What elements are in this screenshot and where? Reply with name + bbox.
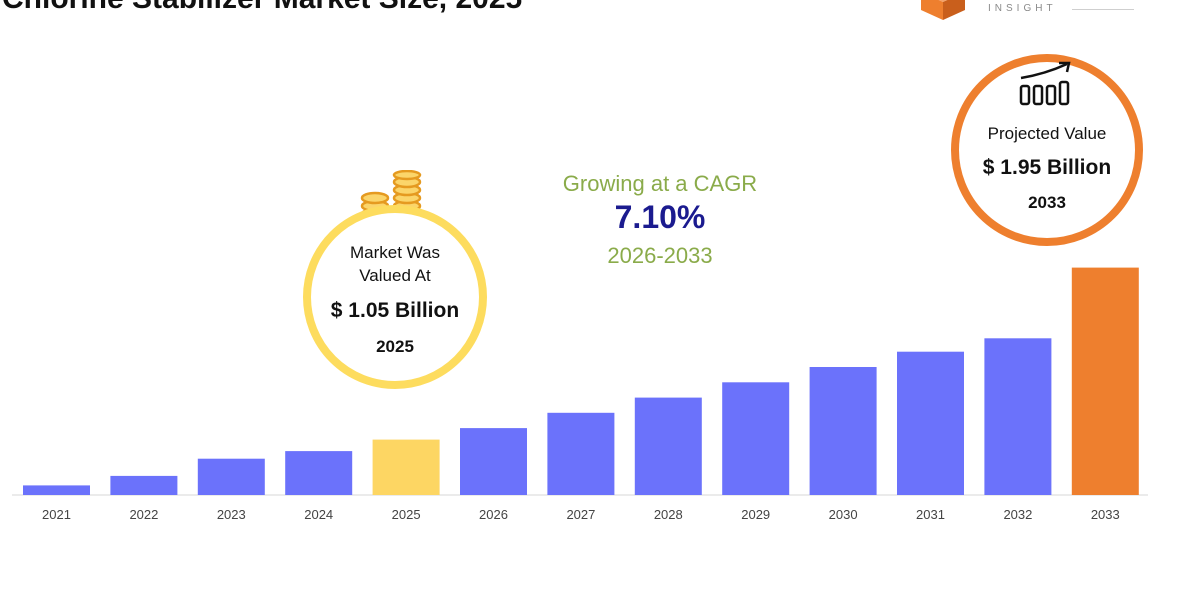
cagr-period: 2026-2033	[607, 243, 713, 268]
bar-2028	[634, 397, 702, 495]
x-tick-label-2027: 2027	[566, 507, 595, 522]
bar-2025	[372, 439, 440, 495]
bar-2022	[110, 475, 178, 495]
bar-2026	[460, 428, 527, 495]
growth-chart-icon	[1019, 61, 1071, 106]
x-tick-label-2021: 2021	[42, 507, 71, 522]
brand-name: INSIGHT	[988, 3, 1057, 14]
bar-2033	[1071, 267, 1139, 495]
bar-2021	[23, 485, 90, 495]
bar-2032	[984, 338, 1052, 495]
bar-2023	[197, 458, 265, 495]
brand-divider	[1072, 9, 1134, 10]
callout-line-2: Valued At	[359, 266, 431, 285]
bar-2031	[897, 351, 964, 495]
cagr-label: Growing at a CAGR	[562, 171, 758, 196]
x-tick-label-2029: 2029	[741, 507, 770, 522]
bar-2030	[809, 367, 877, 495]
bars-group	[23, 267, 1139, 495]
x-tick-label-2030: 2030	[829, 507, 858, 522]
cagr-rate: 7.10%	[614, 199, 706, 235]
x-tick-label-2032: 2032	[1003, 507, 1032, 522]
market-value-callout: Market Was Valued At $ 1.05 Billion 2025	[303, 205, 487, 389]
x-tick-label-2028: 2028	[654, 507, 683, 522]
bar-2024	[285, 451, 353, 495]
x-tick-labels: 2021 2022 2023 2024 2025 2026 2027 2028 2029 2030…	[42, 507, 1120, 522]
x-tick-label-2024: 2024	[304, 507, 333, 522]
x-tick-label-2023: 2023	[217, 507, 246, 522]
x-tick-label-2031: 2031	[916, 507, 945, 522]
callout-value: $ 1.05 Billion	[330, 299, 460, 322]
chart-title: Chlorine Stabilizer Market Size, 2025	[2, 0, 522, 16]
bar-2027	[547, 412, 615, 495]
callout-value: $ 1.95 Billion	[982, 156, 1112, 179]
callout-year: 2025	[376, 337, 414, 356]
callout-year: 2033	[1028, 193, 1066, 212]
bar-2029	[722, 382, 790, 495]
x-tick-label-2022: 2022	[129, 507, 158, 522]
callout-line-1: Projected Value	[987, 124, 1107, 143]
x-tick-label-2026: 2026	[479, 507, 508, 522]
x-tick-label-2025: 2025	[392, 507, 421, 522]
x-tick-label-2033: 2033	[1091, 507, 1120, 522]
logo-cube-icon	[921, 0, 965, 20]
callout-line-1: Market Was	[349, 243, 441, 262]
